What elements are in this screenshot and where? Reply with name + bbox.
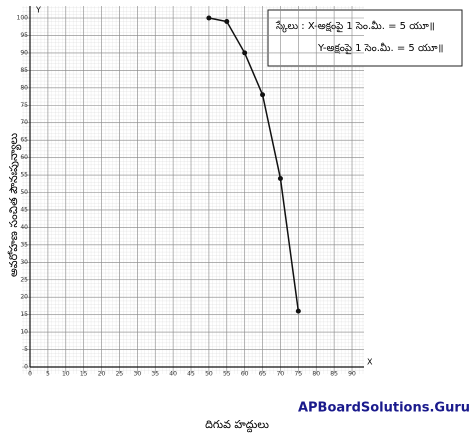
point <box>295 308 301 314</box>
x-tick-label: 40 <box>169 371 177 378</box>
x-tick-label: 45 <box>187 371 195 378</box>
y-tick-label: 50 <box>20 189 28 196</box>
y-tick-label: 40 <box>20 224 28 231</box>
x-tick-label: 75 <box>295 371 303 378</box>
graph-paper <box>22 6 364 374</box>
x-axis-marker: X <box>367 358 373 367</box>
y-tick-label: 10 <box>20 329 28 336</box>
x-axis-label: దిగువ హద్దులు <box>205 418 269 433</box>
x-tick-label: 55 <box>223 371 231 378</box>
y-tick-label: 90 <box>20 49 28 56</box>
point <box>277 176 283 182</box>
point <box>242 50 248 56</box>
watermark: APBoardSolutions.Guru <box>298 401 470 416</box>
y-tick-label: 60 <box>20 154 28 161</box>
x-tick-label: 25 <box>116 371 124 378</box>
x-tick-label: 35 <box>151 371 159 378</box>
y-axis-label: అవరోహణ సంచిత పౌనఃపున్యాలు <box>7 133 22 277</box>
y-tick-label: 80 <box>20 84 28 91</box>
x-tick-label: 60 <box>241 371 249 378</box>
x-tick-label: 0 <box>28 371 32 378</box>
x-tick-label: 70 <box>277 371 285 378</box>
x-tick-label: 20 <box>98 371 106 378</box>
scale-box <box>267 9 463 67</box>
y-tick-label: 15 <box>20 311 28 318</box>
y-tick-label: 25 <box>20 276 28 283</box>
y-tick-label: 70 <box>20 119 28 126</box>
y-tick-label: 65 <box>20 137 28 144</box>
x-tick-label: 90 <box>348 371 356 378</box>
line <box>208 17 300 312</box>
y-tick-label: 95 <box>20 32 28 39</box>
y-tick-label: 30 <box>20 259 28 266</box>
y-tick-label: 100 <box>17 15 29 22</box>
y-tick-label: 55 <box>20 172 28 179</box>
x-tick-label: 65 <box>259 371 267 378</box>
y-tick-label: 35 <box>20 241 28 248</box>
x-tick-label: 85 <box>330 371 338 378</box>
y-tick-label: 75 <box>20 102 28 109</box>
scale-text: స్కేలు : X-అక్షంపై 1 సెం.మీ. = 5 యూ॥ <box>275 20 435 33</box>
x-tick-label: 15 <box>80 371 88 378</box>
x-tick-label: 5 <box>46 371 50 378</box>
y-axis-marker: Y <box>35 6 41 15</box>
y-tick-label: 85 <box>20 67 28 74</box>
y-tick-label: 45 <box>20 206 28 213</box>
point <box>206 15 212 21</box>
x-tick-label: 10 <box>62 371 70 378</box>
x-tick-label: 30 <box>134 371 142 378</box>
y-tick-label: 0 <box>24 364 28 371</box>
y-tick-label: 5 <box>24 346 28 353</box>
x-tick-label: 80 <box>312 371 320 378</box>
point <box>260 92 266 98</box>
point <box>224 18 230 24</box>
scale-text: Y-అక్షంపై 1 సెం.మీ. = 5 యూ॥ <box>317 42 444 55</box>
x-tick-label: 50 <box>205 371 213 378</box>
y-tick-label: 20 <box>20 294 28 301</box>
